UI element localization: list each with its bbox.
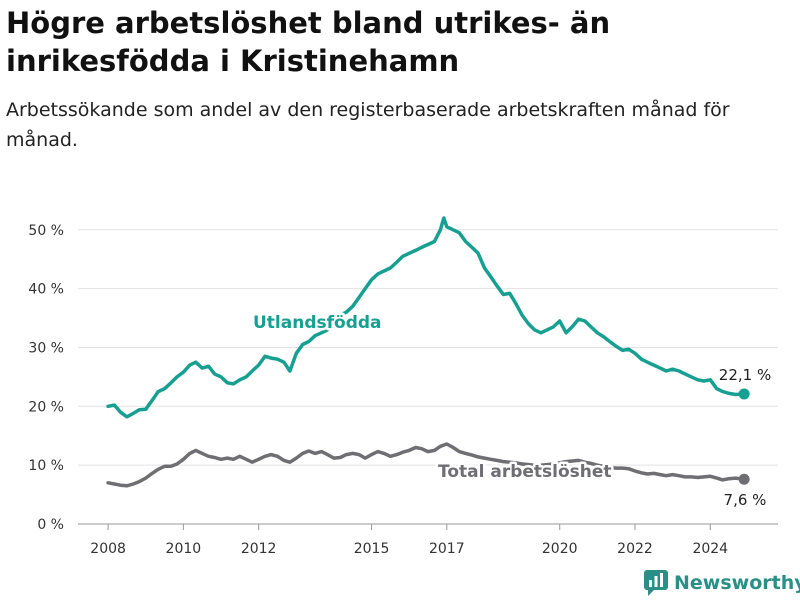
y-tick-label: 10 % bbox=[28, 458, 64, 474]
series-end-marker-1 bbox=[738, 473, 750, 485]
series-name-label-1: Total arbetslöshet bbox=[438, 462, 612, 482]
newsworthy-logo-icon bbox=[644, 570, 668, 596]
x-tick-label: 2012 bbox=[241, 541, 277, 557]
brand-name: Newsworthy bbox=[674, 572, 800, 594]
series-name-label-0: Utlandsfödda bbox=[253, 313, 382, 333]
series-line-0 bbox=[106, 216, 746, 419]
end-value-label-0: 22,1 % bbox=[719, 366, 771, 384]
newsworthy-brand: Newsworthy bbox=[644, 568, 800, 598]
x-tick-label: 2024 bbox=[692, 541, 728, 557]
end-value-label-1: 7,6 % bbox=[724, 491, 767, 509]
series-end-marker-0 bbox=[738, 388, 750, 400]
x-tick-label: 2010 bbox=[166, 541, 202, 557]
chart-title: Högre arbetslöshet bland utrikes- än inr… bbox=[6, 6, 611, 78]
y-tick-label: 30 % bbox=[28, 340, 64, 356]
x-tick-label: 2020 bbox=[542, 541, 578, 557]
y-tick-label: 50 % bbox=[28, 223, 64, 239]
chart-subtitle: Arbetssökande som andel av den registerb… bbox=[6, 99, 730, 151]
x-tick-label: 2015 bbox=[354, 541, 390, 557]
x-tick-label: 2008 bbox=[90, 541, 126, 557]
series-line-1 bbox=[106, 442, 746, 488]
y-tick-label: 20 % bbox=[28, 399, 64, 415]
x-tick-label: 2017 bbox=[429, 541, 465, 557]
x-tick-label: 2022 bbox=[617, 541, 653, 557]
y-tick-label: 40 % bbox=[28, 282, 64, 298]
y-tick-label: 0 % bbox=[37, 517, 64, 533]
